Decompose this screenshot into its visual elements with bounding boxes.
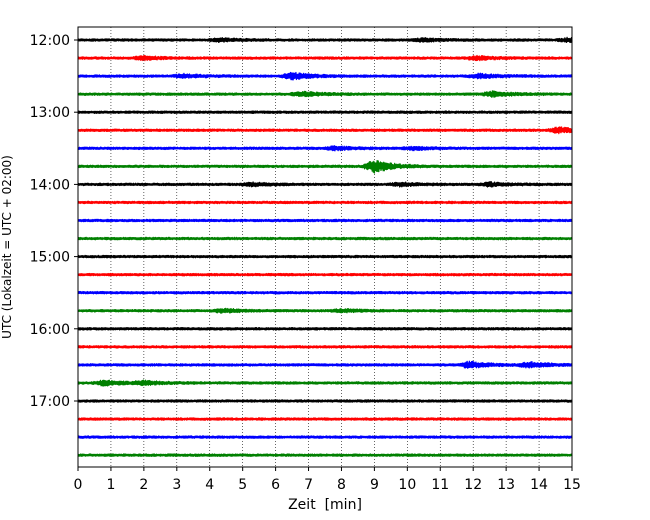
plot-area (78, 27, 572, 467)
x-tick-label: 14 (530, 477, 548, 493)
y-tick-label: 15:00 (30, 250, 70, 266)
x-tick-label: 11 (431, 477, 449, 493)
seismic-trace (77, 360, 573, 369)
x-tick-label: 9 (370, 477, 379, 493)
x-tick-label: 5 (238, 477, 247, 493)
y-axis-title: UTC (Lokalzeit = UTC + 02:00) (0, 155, 14, 339)
seismic-trace (77, 399, 573, 403)
seismic-trace (77, 159, 573, 174)
x-tick-label: 10 (398, 477, 416, 493)
x-tick-label: 4 (205, 477, 214, 493)
seismic-trace (77, 145, 573, 152)
y-axis-ticks: 12:00 13:00 14:00 15:00 16:00 17:00 (30, 33, 78, 410)
x-grid-lines (110, 27, 540, 467)
seismic-trace (77, 435, 573, 439)
seismic-trace (77, 272, 573, 277)
y-tick-label: 17:00 (30, 394, 70, 410)
x-axis-ticks: 0 1 2 3 4 5 6 7 8 9 10 11 12 13 14 15 (74, 467, 581, 493)
y-tick-label: 12:00 (30, 33, 70, 49)
seismic-trace (77, 327, 573, 331)
seismic-trace (77, 345, 573, 349)
seismic-trace (77, 290, 573, 295)
seismic-traces (77, 36, 573, 457)
seismic-trace (77, 36, 573, 44)
y-tick-label: 13:00 (30, 105, 70, 121)
plot-frame (77, 26, 573, 468)
seismic-trace (77, 453, 573, 457)
seismic-trace (77, 307, 573, 314)
x-tick-label: 15 (563, 477, 581, 493)
x-tick-label: 6 (271, 477, 280, 493)
plot-background (78, 27, 572, 467)
x-tick-label: 7 (304, 477, 313, 493)
x-tick-label: 0 (74, 477, 83, 493)
seismic-trace (77, 200, 573, 205)
x-axis-title: Zeit [min] (288, 497, 362, 513)
seismic-trace (77, 90, 573, 98)
x-tick-label: 8 (337, 477, 346, 493)
seismic-trace (77, 71, 573, 81)
x-tick-label: 13 (497, 477, 515, 493)
seismic-trace (77, 417, 573, 421)
seismic-trace (77, 110, 573, 114)
seismic-trace (77, 218, 573, 223)
seismic-trace (77, 379, 573, 387)
seismic-trace (77, 236, 573, 241)
y-tick-label: 16:00 (30, 322, 70, 338)
seismic-trace (77, 254, 573, 259)
x-tick-label: 2 (139, 477, 148, 493)
x-tick-label: 3 (172, 477, 181, 493)
seismic-trace (77, 126, 573, 135)
x-tick-label: 1 (106, 477, 115, 493)
y-tick-label: 14:00 (30, 177, 70, 193)
seismic-trace (77, 181, 573, 188)
x-tick-label: 12 (464, 477, 482, 493)
seismic-trace (77, 54, 573, 62)
